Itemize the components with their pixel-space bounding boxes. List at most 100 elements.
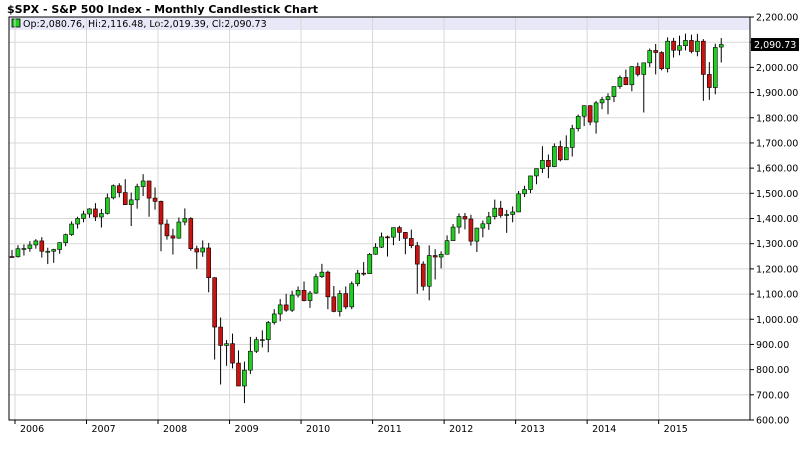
- candle-body: [289, 294, 295, 311]
- candle-down: [325, 270, 331, 310]
- candle-body: [367, 253, 372, 274]
- y-tick-label: 2,000.00: [756, 63, 798, 74]
- candle-up: [265, 321, 271, 353]
- candle-up: [522, 185, 527, 198]
- candle-body: [325, 271, 331, 298]
- candle-body: [218, 326, 223, 346]
- candle-body: [164, 223, 170, 237]
- candle-body: [540, 160, 545, 169]
- candle-down: [331, 286, 337, 313]
- candle-body: [665, 40, 670, 69]
- candle-up: [581, 105, 587, 127]
- y-tick-label: 900.00: [756, 340, 789, 351]
- candle-body: [659, 52, 664, 69]
- candle-body: [450, 226, 456, 241]
- candle-up: [99, 208, 104, 228]
- candle-down: [39, 237, 45, 258]
- candle-up: [593, 100, 599, 134]
- candle-up: [444, 235, 450, 255]
- candle-body: [307, 292, 313, 301]
- candle-body: [116, 185, 122, 193]
- candle-body: [605, 96, 611, 100]
- candle-body: [575, 115, 581, 129]
- y-tick-label: 1,600.00: [756, 164, 798, 175]
- candle-body: [534, 168, 539, 177]
- candle-body: [701, 40, 706, 75]
- candle-up: [492, 199, 498, 220]
- candle-up: [134, 183, 140, 209]
- candle-body: [498, 207, 504, 216]
- candle-body: [63, 234, 68, 243]
- candle-body: [623, 77, 629, 86]
- candle-up: [75, 216, 80, 229]
- x-tick-label: 2015: [664, 424, 688, 435]
- x-tick-label: 2008: [163, 424, 187, 435]
- candle-body: [105, 197, 110, 214]
- candle-down: [301, 281, 307, 302]
- candle-up: [438, 251, 444, 269]
- candle-down: [498, 200, 504, 218]
- candle-body: [689, 40, 694, 52]
- candle-down: [468, 214, 474, 246]
- candle-up: [695, 33, 700, 57]
- candle-body: [552, 146, 557, 167]
- candle-body: [260, 339, 265, 341]
- y-tick-label: 1,900.00: [756, 88, 798, 99]
- candle-up: [552, 143, 557, 168]
- candle-body: [134, 186, 140, 201]
- candle-body: [355, 272, 360, 285]
- last-value-box: [751, 38, 799, 52]
- candle-body: [718, 44, 724, 48]
- candle-down: [587, 105, 593, 126]
- candle-down: [546, 154, 551, 179]
- candle-body: [122, 192, 128, 205]
- candle-up: [450, 224, 456, 241]
- candle-body: [391, 227, 396, 238]
- candle-body: [510, 211, 515, 215]
- candle-up: [629, 66, 635, 92]
- candle-body: [403, 232, 408, 239]
- candle-body: [248, 350, 253, 371]
- candle-down: [146, 180, 152, 217]
- candle-body: [271, 313, 277, 323]
- candle-body: [27, 244, 33, 249]
- x-tick-label: 2011: [378, 424, 402, 435]
- candle-body: [331, 296, 337, 312]
- candle-down: [623, 69, 629, 86]
- x-tick-label: 2013: [521, 424, 545, 435]
- candle-up: [319, 263, 325, 278]
- last-value-marker: 2,090.73: [751, 38, 799, 52]
- candle-body: [75, 218, 80, 225]
- candle-down: [283, 293, 289, 312]
- candle-body: [45, 250, 51, 253]
- candle-down: [558, 140, 563, 162]
- candle-down: [432, 249, 438, 280]
- candle-body: [677, 45, 682, 51]
- y-tick-label: 1,100.00: [756, 290, 798, 301]
- candle-body: [414, 245, 420, 265]
- candle-up: [605, 93, 611, 115]
- candle-up: [289, 290, 295, 312]
- candle-body: [343, 293, 349, 308]
- candle-up: [87, 208, 92, 218]
- candle-down: [701, 39, 706, 101]
- candle-down: [158, 200, 164, 252]
- candle-up: [27, 241, 33, 252]
- candle-up: [599, 96, 605, 110]
- candle-down: [659, 51, 664, 71]
- candle-up: [295, 286, 301, 298]
- candle-body: [444, 240, 450, 255]
- chart-title: $SPX - S&P 500 Index - Monthly Candlesti…: [7, 3, 318, 16]
- candle-up: [105, 193, 110, 215]
- candle-down: [635, 62, 641, 77]
- candle-down: [671, 37, 676, 58]
- candle-body: [51, 249, 57, 252]
- candle-up: [712, 43, 718, 95]
- candle-up: [528, 175, 533, 194]
- y-tick-label: 1,000.00: [756, 315, 798, 326]
- candle-up: [307, 291, 313, 308]
- candle-body: [611, 86, 617, 97]
- candle-up: [313, 273, 319, 294]
- candle-up: [182, 208, 188, 226]
